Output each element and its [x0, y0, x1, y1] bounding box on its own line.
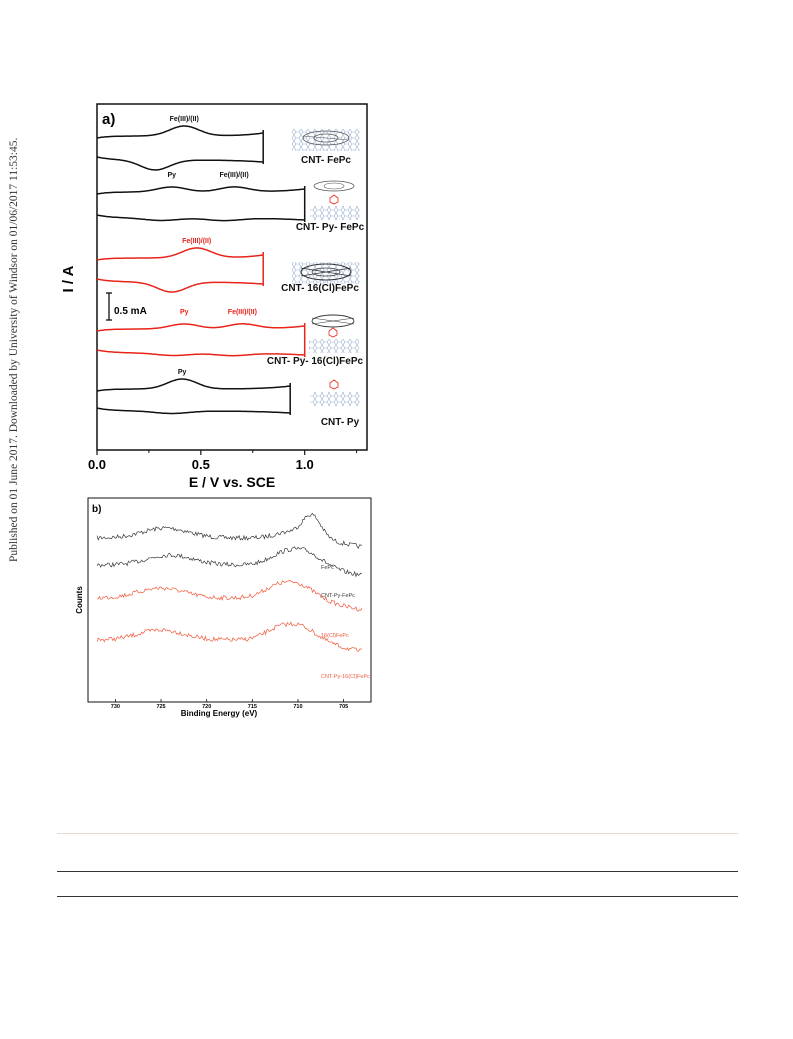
xps-series-label-1: CNT-Py-FePc	[321, 593, 355, 599]
x-tick-label-2: 1.0	[296, 457, 314, 472]
cv-labels: Fe(III)/(II) CNT- FePc Py Fe(III)/(II) CNT- …	[167, 116, 364, 428]
peak-label-3-0: Py	[180, 309, 189, 316]
xps-curve-3	[96, 621, 362, 652]
cv-curve-2	[96, 247, 264, 293]
cv-curve-1	[96, 186, 306, 222]
peak-label-1-1: Fe(III)/(II)	[219, 172, 248, 179]
panel-a-xlabel: E / V vs. SCE	[189, 474, 275, 490]
scale-bar: 0.5 mA	[106, 292, 147, 321]
panel-b-xlabel: Binding Energy (eV)	[181, 709, 258, 718]
series-name-1: CNT- Py- FePc	[296, 222, 365, 233]
panel-a-x-axis: 0.0 0.5 1.0	[88, 450, 358, 472]
scale-bar-label: 0.5 mA	[114, 306, 147, 317]
peak-label-3-1: Fe(III)/(II)	[228, 309, 257, 316]
b-x-tick-label-0: 730	[111, 704, 120, 710]
series-name-3: CNT- Py- 16(Cl)FePc	[267, 356, 364, 367]
b-x-tick-label-1: 725	[156, 704, 165, 710]
panel-a-frame	[96, 103, 368, 451]
b-x-tick-label-5: 705	[339, 704, 348, 710]
panel-b-label: b)	[92, 504, 101, 515]
b-x-tick-label-2: 720	[202, 704, 211, 710]
xps-series-label-3: CNT-Py-16(Cl)FePc	[321, 674, 370, 680]
schematic-cnt-py-16clfepc	[309, 314, 359, 353]
cv-curve-3	[96, 323, 306, 357]
cv-curve-4	[96, 378, 291, 415]
schematic-cnt-16clfepc	[292, 262, 360, 284]
xps-labels: FePc CNT-Py-FePc 16(Cl)FePc CNT-Py-16(Cl)Fe…	[321, 565, 370, 680]
schematic-cnt-py	[310, 379, 360, 406]
cv-curve-0	[96, 125, 264, 171]
peak-label-0-0: Fe(III)/(II)	[170, 116, 199, 123]
xps-curves	[96, 512, 363, 652]
series-name-2: CNT- 16(Cl)FePc	[281, 283, 359, 294]
x-tick-label-0: 0.0	[88, 457, 106, 472]
xps-series-label-2: 16(Cl)FePc	[321, 633, 349, 639]
panel-b-x-axis: 730 725 720 715 710 705	[111, 699, 348, 710]
series-name-4: CNT- Py	[321, 417, 360, 428]
xps-curve-0	[96, 512, 363, 549]
x-tick-label-1: 0.5	[192, 457, 210, 472]
schematic-cnt-fepc	[292, 129, 360, 151]
rule-dark-1	[57, 871, 738, 872]
xps-series-label-0: FePc	[321, 565, 334, 571]
series-name-0: CNT- FePc	[301, 155, 351, 166]
xps-curve-2	[97, 579, 363, 612]
rule-tan	[57, 833, 738, 834]
panel-a-label: a)	[102, 111, 115, 128]
panel-b-frame	[87, 497, 372, 703]
peak-label-2-0: Fe(III)/(II)	[182, 238, 211, 245]
schematic-cnt-py-fepc	[310, 180, 360, 220]
xps-curve-1	[96, 546, 363, 578]
b-x-tick-label-4: 710	[293, 704, 302, 710]
cv-curves	[96, 125, 306, 415]
peak-label-4-0: Py	[178, 369, 187, 376]
b-x-tick-label-3: 715	[248, 704, 257, 710]
panel-a-ylabel: I / A	[60, 265, 77, 292]
peak-label-1-0: Py	[167, 172, 176, 179]
panel-b-ylabel: Counts	[75, 586, 84, 614]
rule-dark-2	[57, 896, 738, 897]
